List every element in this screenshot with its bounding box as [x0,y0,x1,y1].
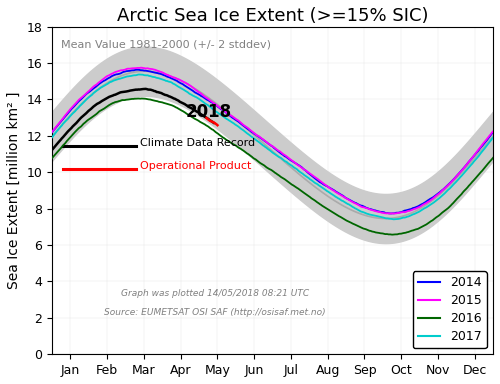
Text: Graph was plotted 14/05/2018 08:21 UTC: Graph was plotted 14/05/2018 08:21 UTC [121,289,310,298]
Legend: 2014, 2015, 2016, 2017: 2014, 2015, 2016, 2017 [412,271,487,348]
Text: 2018: 2018 [186,103,232,121]
Text: Source: EUMETSAT OSI SAF (http://osisaf.met.no): Source: EUMETSAT OSI SAF (http://osisaf.… [104,308,326,318]
Text: Operational Product: Operational Product [140,161,252,171]
Title: Arctic Sea Ice Extent (>=15% SIC): Arctic Sea Ice Extent (>=15% SIC) [117,7,428,25]
Text: Mean Value 1981-2000 (+/- 2 stddev): Mean Value 1981-2000 (+/- 2 stddev) [61,40,271,50]
Text: Climate Data Record: Climate Data Record [140,138,256,148]
Y-axis label: Sea Ice Extent [million km² ]: Sea Ice Extent [million km² ] [7,92,21,289]
